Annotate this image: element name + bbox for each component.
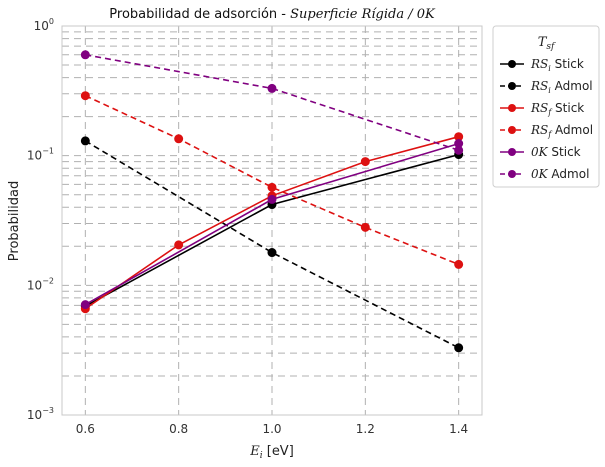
data-point xyxy=(267,248,277,258)
plot-frame xyxy=(61,25,483,416)
legend-swatch-marker xyxy=(508,104,516,112)
legend-entries: RSi Stick RSi Admol RSf Stick RSf Admol 0K S… xyxy=(500,57,593,181)
data-point xyxy=(360,222,370,232)
data-point xyxy=(80,50,90,60)
legend-entry-label: RSf Stick xyxy=(530,101,584,117)
data-point xyxy=(454,259,464,269)
data-point xyxy=(454,343,464,353)
x-tick-label: 1.0 xyxy=(262,422,281,436)
legend-swatch-marker xyxy=(508,60,516,68)
chart-title: Probabilidad de adsorción - Superficie R… xyxy=(109,7,436,22)
legend-entry-label: RSf Admol xyxy=(530,123,593,139)
series-layer xyxy=(80,50,464,353)
legend-swatch-marker xyxy=(508,126,516,134)
legend-entry-label: RSi Stick xyxy=(530,57,584,73)
series-line xyxy=(85,54,459,152)
data-point xyxy=(360,157,370,167)
data-point xyxy=(267,182,277,192)
legend-frame xyxy=(492,25,600,188)
series-line xyxy=(84,140,460,349)
legend-entry-label: 0K Admol xyxy=(531,167,589,181)
x-tick-label: 1.2 xyxy=(356,422,375,436)
y-tick-label: 10−2 xyxy=(27,276,54,292)
data-point xyxy=(80,300,90,310)
x-tick-label: 0.6 xyxy=(76,422,95,436)
ticks-layer: 0.6 0.8 1.0 1.2 1.4 100 10−1 10−2 10−3 xyxy=(27,17,468,436)
legend-swatch-marker xyxy=(508,148,516,156)
data-point xyxy=(80,136,90,146)
y-tick-label: 10−3 xyxy=(27,406,54,422)
data-point xyxy=(267,194,277,204)
legend-title: Tsf xyxy=(538,35,556,52)
y-axis-label: Probabilidad xyxy=(7,181,22,261)
x-tick-label: 0.8 xyxy=(169,422,188,436)
data-point xyxy=(80,91,90,101)
x-tick-label: 1.4 xyxy=(449,422,468,436)
data-point xyxy=(174,240,184,250)
legend-entry-label: RSi Admol xyxy=(530,79,593,95)
legend-swatch-marker xyxy=(508,170,516,178)
data-point xyxy=(267,83,277,93)
legend-entry-label: 0K Stick xyxy=(531,145,581,159)
series-line xyxy=(84,94,459,266)
legend: Tsf RSi Stick RSi Admol RSf Stick RSf Admol… xyxy=(492,25,600,188)
data-point xyxy=(454,145,464,155)
y-tick-label: 10−1 xyxy=(27,147,54,163)
data-point xyxy=(174,134,184,144)
x-axis-label: Ei [eV] xyxy=(249,444,294,461)
y-tick-label: 100 xyxy=(34,17,54,33)
legend-swatch-marker xyxy=(508,82,516,90)
